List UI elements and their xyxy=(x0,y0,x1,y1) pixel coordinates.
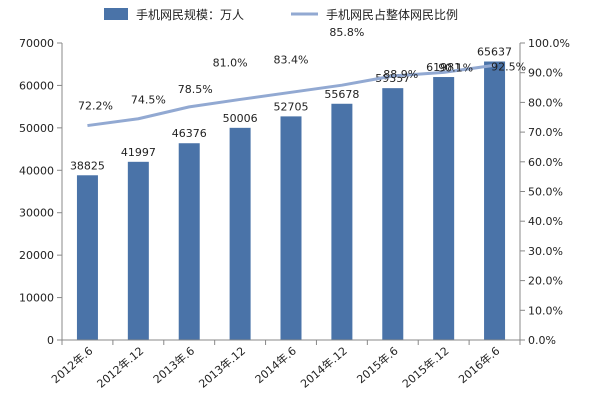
bar xyxy=(127,161,149,340)
legend-bar-label: 手机网民规模：万人 xyxy=(136,7,244,22)
left-axis: 0 10000 20000 30000 40000 50000 60000 70000 xyxy=(19,37,63,347)
category-label: 2016年.6 xyxy=(456,344,503,387)
left-axis-tick-label: 40000 xyxy=(19,164,54,177)
bar xyxy=(178,143,200,340)
line-value-label: 92.5% xyxy=(491,60,526,73)
line-value-label: 81.0% xyxy=(213,56,248,69)
category-label: 2015年.6 xyxy=(354,344,401,387)
line-value-label: 83.4% xyxy=(274,53,309,66)
bar-value-label: 52705 xyxy=(274,100,309,113)
left-axis-tick-label: 0 xyxy=(47,334,54,347)
bar xyxy=(76,175,98,340)
left-axis-tick-label: 30000 xyxy=(19,207,54,220)
legend: 手机网民规模：万人 手机网民占整体网民比例 xyxy=(104,7,458,22)
right-axis: 0.0% 10.0% 20.0% 30.0% 40.0% 50.0% 60.0% 70.0% 8… xyxy=(519,37,570,347)
bar-value-label: 38825 xyxy=(70,159,105,172)
right-axis-tick-label: 80.0% xyxy=(528,96,563,109)
left-axis-tick-label: 20000 xyxy=(19,249,54,262)
legend-bar-swatch xyxy=(104,8,128,20)
bar xyxy=(280,116,302,340)
category-axis: 2012年.6 2012年.12 2013年.6 2013年.12 2014年.6 201… xyxy=(48,339,521,391)
bar-value-label: 46376 xyxy=(172,127,207,140)
left-axis-tick-label: 50000 xyxy=(19,122,54,135)
line-value-label: 85.8% xyxy=(329,26,364,39)
line-value-label: 90.1% xyxy=(438,61,473,74)
category-label: 2012年.6 xyxy=(48,344,95,387)
bar-value-label: 50006 xyxy=(223,112,258,125)
left-axis-tick-label: 10000 xyxy=(19,292,54,305)
bar xyxy=(331,103,353,340)
bar-value-label: 41997 xyxy=(121,146,156,159)
bar-value-label: 65637 xyxy=(477,46,512,59)
category-label: 2012年.12 xyxy=(94,344,146,391)
right-axis-tick-label: 60.0% xyxy=(528,156,563,169)
line-series: 72.2% 74.5% 78.5% 81.0% 83.4% 85.8% 88.9% 90.1%… xyxy=(78,26,526,128)
bar xyxy=(484,61,506,340)
left-axis-tick-label: 60000 xyxy=(19,79,54,92)
category-label: 2015年.12 xyxy=(399,344,451,391)
category-label: 2013年.12 xyxy=(196,344,248,391)
line-value-label: 74.5% xyxy=(131,94,166,107)
category-label: 2014年.12 xyxy=(298,344,350,391)
bar xyxy=(229,127,251,340)
left-axis-tick-label: 70000 xyxy=(19,37,54,50)
line-value-label: 78.5% xyxy=(178,83,213,96)
right-axis-tick-label: 0.0% xyxy=(528,334,556,347)
bar-value-label: 55678 xyxy=(324,88,359,101)
bar xyxy=(433,77,455,340)
line-value-label: 72.2% xyxy=(78,100,113,113)
line-value-label: 88.9% xyxy=(383,68,418,81)
right-axis-tick-label: 90.0% xyxy=(528,67,563,80)
line-path xyxy=(87,63,495,128)
category-label: 2013年.6 xyxy=(150,344,197,387)
bar xyxy=(382,88,404,340)
category-label: 2014年.6 xyxy=(252,344,299,387)
right-axis-tick-label: 70.0% xyxy=(528,126,563,139)
bar-series: 3882541997463765000652705556785935761981… xyxy=(70,46,512,340)
legend-line-label: 手机网民占整体网民比例 xyxy=(326,7,458,22)
right-axis-tick-label: 40.0% xyxy=(528,215,563,228)
right-axis-tick-label: 10.0% xyxy=(528,304,563,317)
right-axis-tick-label: 30.0% xyxy=(528,245,563,258)
right-axis-tick-label: 20.0% xyxy=(528,275,563,288)
right-axis-tick-label: 100.0% xyxy=(528,37,570,50)
right-axis-tick-label: 50.0% xyxy=(528,186,563,199)
